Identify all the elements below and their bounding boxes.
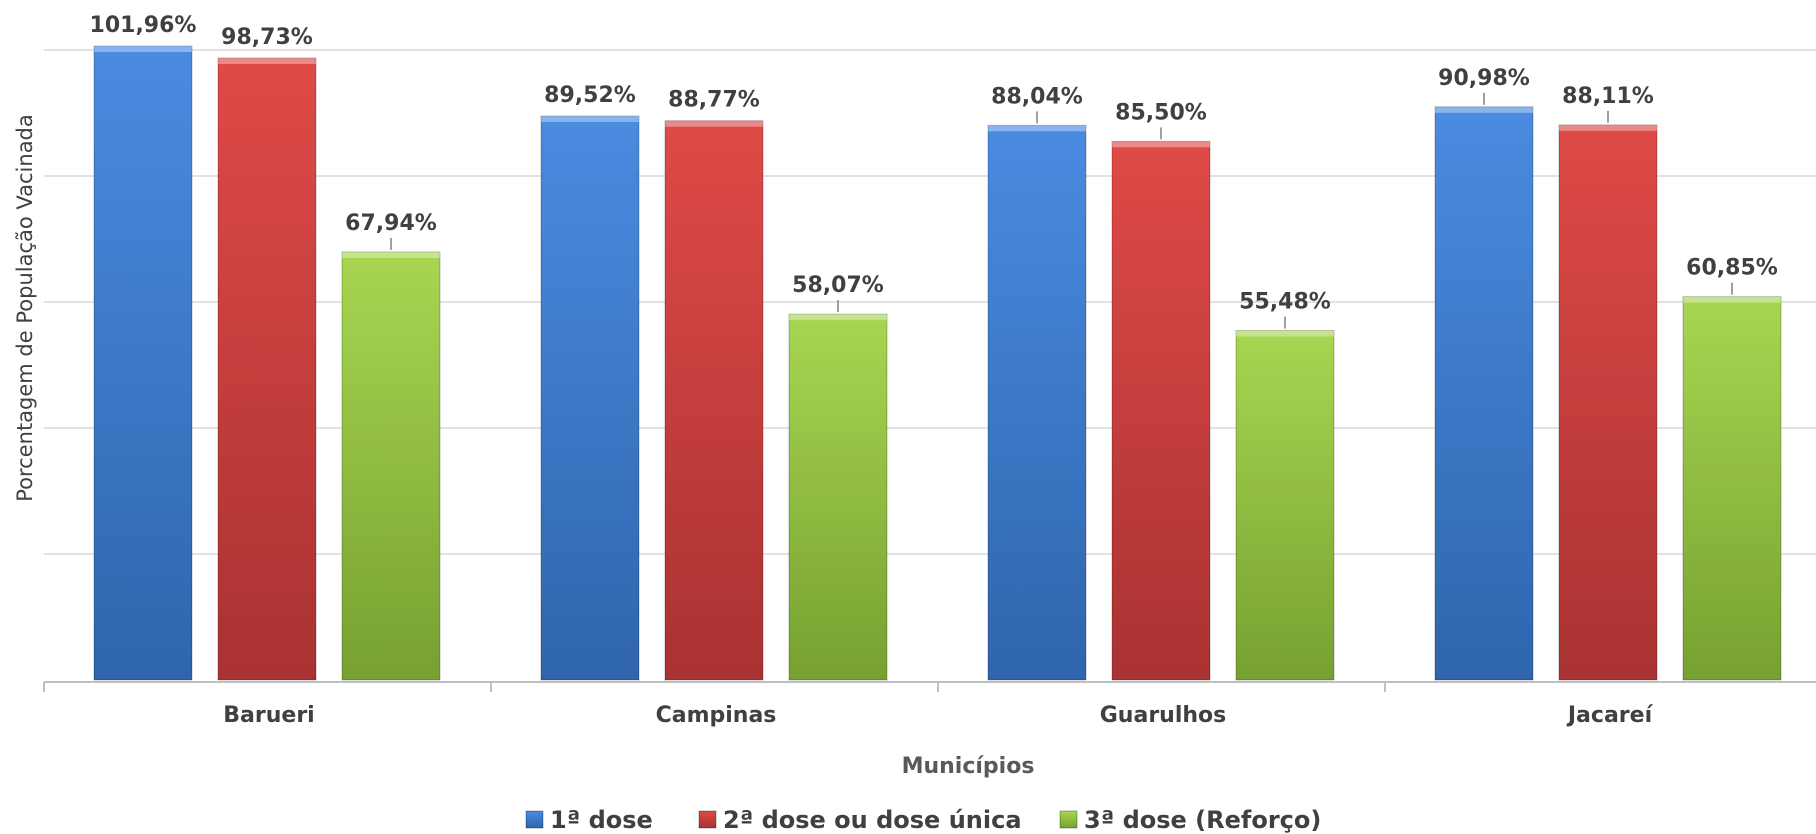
bar-data-label: 55,48% [1239, 289, 1331, 314]
bar-highlight [1112, 141, 1210, 148]
legend-entry: 1ª dose [550, 806, 653, 834]
bar-highlight [1559, 124, 1657, 131]
bar [987, 124, 1087, 681]
bar-highlight [94, 46, 192, 52]
bar [93, 45, 193, 681]
bar-highlight [789, 314, 887, 321]
bar-highlight [342, 251, 440, 258]
bar-highlight [1236, 330, 1334, 337]
bar-data-label: 101,96% [90, 13, 197, 38]
data-labels: 101,96% 89,52% 88,04% 90,98% 98,73% 88,77% 85,… [90, 13, 1778, 329]
bar [540, 115, 640, 681]
bar-data-label: 88,04% [991, 84, 1083, 109]
bar [1682, 296, 1782, 681]
bar [1111, 140, 1211, 681]
x-axis-title: Municípios [902, 754, 1035, 779]
bar-data-label: 85,50% [1115, 100, 1207, 125]
legend-entry: 3ª dose (Reforço) [1084, 806, 1321, 834]
bar-data-label: 58,07% [792, 273, 884, 298]
category-label: Campinas [656, 703, 777, 728]
y-axis-title: Porcentagem de População Vacinada [13, 114, 37, 502]
bar [1434, 106, 1534, 681]
legend-swatch [698, 810, 717, 829]
bar-highlight [988, 125, 1086, 132]
category-label: Guarulhos [1100, 703, 1227, 728]
legend-swatch [525, 810, 544, 829]
bar [341, 251, 441, 681]
bar [788, 313, 888, 681]
bar-data-label: 88,11% [1562, 84, 1654, 109]
bar [664, 120, 764, 681]
bar-highlight [1435, 106, 1533, 113]
bar-data-label: 60,85% [1686, 256, 1778, 281]
bar-highlight [218, 58, 316, 65]
legend-swatch [1059, 810, 1078, 829]
bar-data-label: 98,73% [221, 25, 313, 50]
bar-data-label: 67,94% [345, 211, 437, 236]
bar [217, 57, 317, 681]
legend: 1ª dose 2ª dose ou dose única 3ª dose (Ref… [525, 806, 1321, 834]
bar-highlight [665, 120, 763, 127]
bar-data-label: 88,77% [668, 88, 760, 113]
x-axis: Barueri Campinas Guarulhos Jacareí [43, 681, 1816, 728]
category-label: Jacareí [1566, 703, 1654, 728]
bar-highlight [1683, 296, 1781, 303]
bars [93, 45, 1782, 681]
bar-data-label: 89,52% [544, 83, 636, 108]
bar [1235, 329, 1335, 681]
category-label: Barueri [223, 703, 314, 728]
bar-highlight [541, 116, 639, 123]
legend-entry: 2ª dose ou dose única [723, 806, 1022, 834]
bar-data-label: 90,98% [1438, 66, 1530, 91]
bar [1558, 124, 1658, 681]
